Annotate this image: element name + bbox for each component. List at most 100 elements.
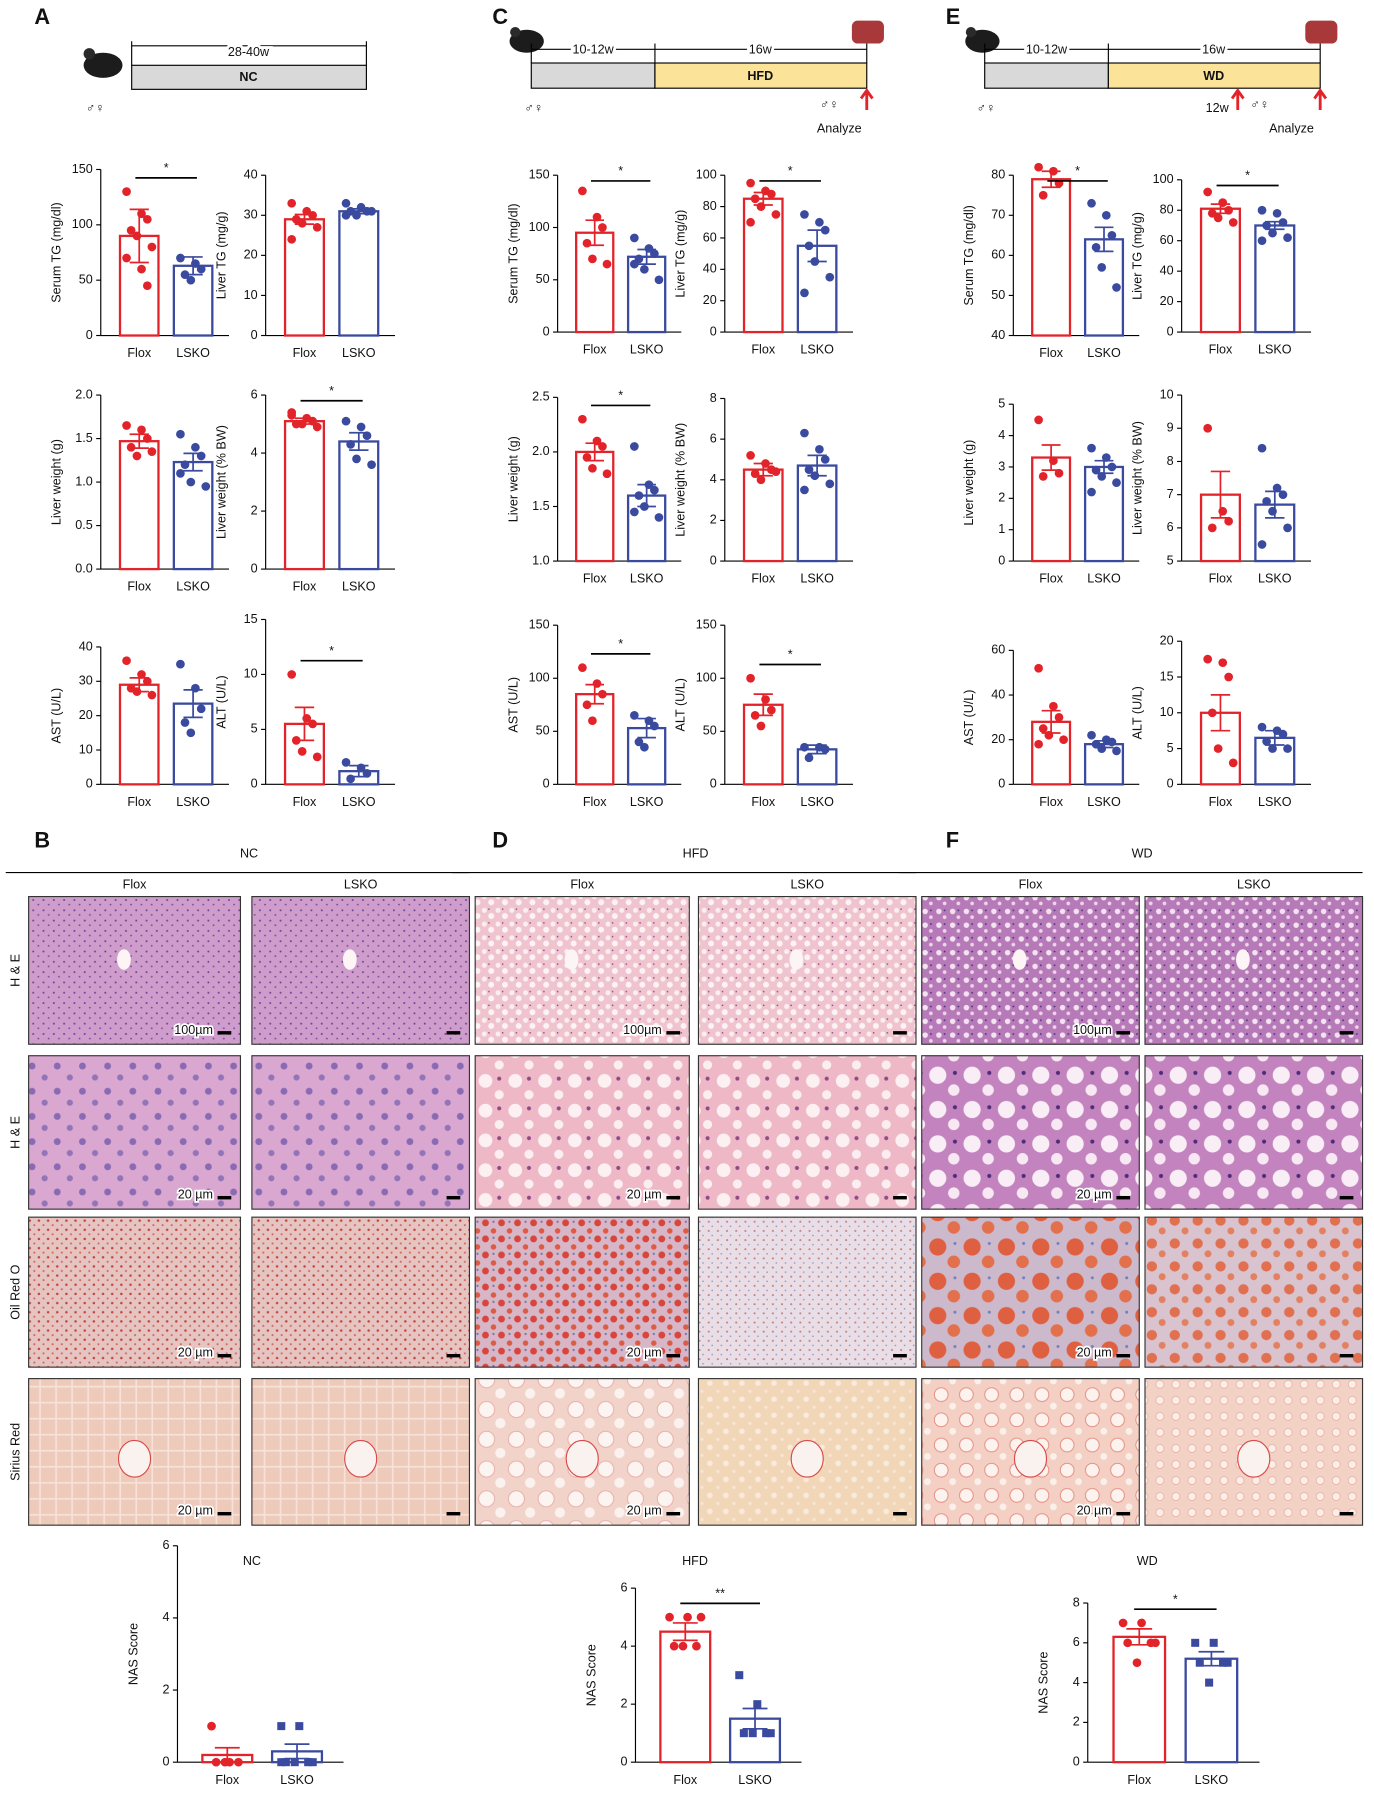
y-tick-label: 0 — [620, 1755, 627, 1769]
histology-image — [251, 895, 471, 1045]
vessel — [789, 949, 804, 970]
y-tick-label: 2 — [710, 513, 717, 527]
diet-label: WD — [1203, 69, 1224, 83]
y-tick-label: 40 — [991, 687, 1005, 701]
bar — [118, 440, 160, 571]
diet-bar — [984, 62, 1109, 89]
x-tick-label: LSKO — [800, 572, 834, 586]
y-tick-label: 50 — [79, 273, 93, 287]
histology-image — [697, 895, 917, 1045]
data-point — [142, 281, 152, 291]
data-point — [290, 1758, 299, 1767]
data-point — [352, 454, 361, 464]
scale-label: 100µm — [174, 1023, 213, 1037]
y-axis-label: AST (U/L) — [506, 677, 520, 733]
data-point — [1203, 423, 1213, 433]
histology-image — [28, 1055, 242, 1210]
x-tick-label: Flox — [583, 795, 607, 809]
bar — [1184, 1657, 1239, 1764]
data-point — [142, 214, 152, 224]
significance-label: * — [618, 637, 623, 651]
x-tick-label: Flox — [293, 346, 317, 360]
mid-label: 12w — [1206, 101, 1230, 115]
y-tick-label: 10 — [1160, 387, 1174, 401]
diet-label: HFD — [747, 69, 773, 83]
timeline: 28-40w NC ♂♀ — [83, 41, 367, 115]
significance-label: * — [618, 164, 623, 178]
y-tick-label: 100 — [529, 671, 550, 685]
histology-image — [251, 1055, 471, 1210]
data-point — [735, 1671, 744, 1680]
y-axis-label: Liver weight (g) — [50, 439, 64, 525]
data-point — [582, 238, 592, 248]
data-point — [640, 742, 649, 752]
data-point — [804, 465, 814, 474]
data-point — [1034, 162, 1043, 172]
data-point — [669, 1641, 679, 1651]
y-tick-label: 2 — [251, 503, 258, 517]
y-tick-label: 40 — [244, 168, 258, 182]
data-point — [1272, 208, 1282, 218]
panel-label: C — [492, 4, 508, 29]
data-point — [297, 747, 307, 756]
y-tick-label: 8 — [1073, 1595, 1080, 1609]
scale-label: 20 µm — [178, 1504, 213, 1518]
x-tick-label: Flox — [673, 1773, 697, 1787]
data-point — [126, 226, 136, 235]
histology-image — [474, 895, 690, 1045]
sex-label: ♂♀ — [524, 101, 543, 115]
diet-bar — [1107, 62, 1321, 89]
x-tick-label: Flox — [215, 1773, 239, 1787]
duration-label: 10-12w — [572, 43, 614, 57]
y-tick-label: 0 — [543, 324, 550, 338]
data-point — [1054, 468, 1064, 478]
data-point — [356, 763, 366, 773]
y-tick-label: 10 — [244, 288, 258, 302]
data-point — [312, 752, 322, 762]
data-point — [746, 178, 755, 188]
data-point — [771, 210, 781, 219]
data-point — [602, 259, 612, 269]
vessel — [565, 1439, 599, 1478]
data-point — [1224, 516, 1233, 526]
y-axis-label: Liver weight (% BW) — [1130, 421, 1144, 535]
data-point — [820, 744, 830, 754]
data-point — [640, 264, 649, 274]
data-point — [1207, 208, 1217, 218]
vessel — [1236, 949, 1250, 970]
data-point — [750, 194, 760, 204]
data-point — [644, 716, 654, 726]
data-point — [1218, 658, 1228, 668]
y-tick-label: 60 — [991, 248, 1005, 262]
data-point — [753, 1700, 762, 1709]
data-point — [207, 1721, 216, 1731]
data-point — [1268, 506, 1277, 516]
scale-label: 20 µm — [178, 1188, 213, 1202]
data-point — [1118, 1618, 1128, 1628]
y-tick-label: 150 — [529, 618, 550, 632]
y-tick-label: 10 — [79, 742, 93, 756]
y-tick-label: 0.5 — [75, 518, 93, 532]
bar — [172, 460, 214, 571]
y-tick-label: 150 — [72, 162, 93, 176]
liver-icon — [1305, 20, 1338, 44]
stain-label: H & E — [8, 954, 22, 987]
data-point — [800, 428, 809, 438]
scale-label: 20 µm — [627, 1188, 662, 1202]
data-point — [308, 210, 317, 220]
data-point — [186, 477, 196, 487]
diet-label: NC — [239, 70, 257, 84]
data-point — [341, 758, 351, 767]
y-tick-label: 60 — [1160, 233, 1174, 247]
data-point — [654, 275, 664, 285]
x-tick-label: LSKO — [738, 1773, 772, 1787]
data-point — [341, 210, 351, 220]
data-point — [815, 444, 824, 454]
y-axis-label: Liver weight (g) — [962, 440, 976, 526]
y-tick-label: 4 — [1073, 1675, 1080, 1689]
vessel — [790, 1439, 824, 1478]
data-point — [588, 716, 597, 726]
diet-bar — [530, 62, 656, 89]
data-point — [629, 259, 639, 269]
data-point — [756, 202, 766, 211]
